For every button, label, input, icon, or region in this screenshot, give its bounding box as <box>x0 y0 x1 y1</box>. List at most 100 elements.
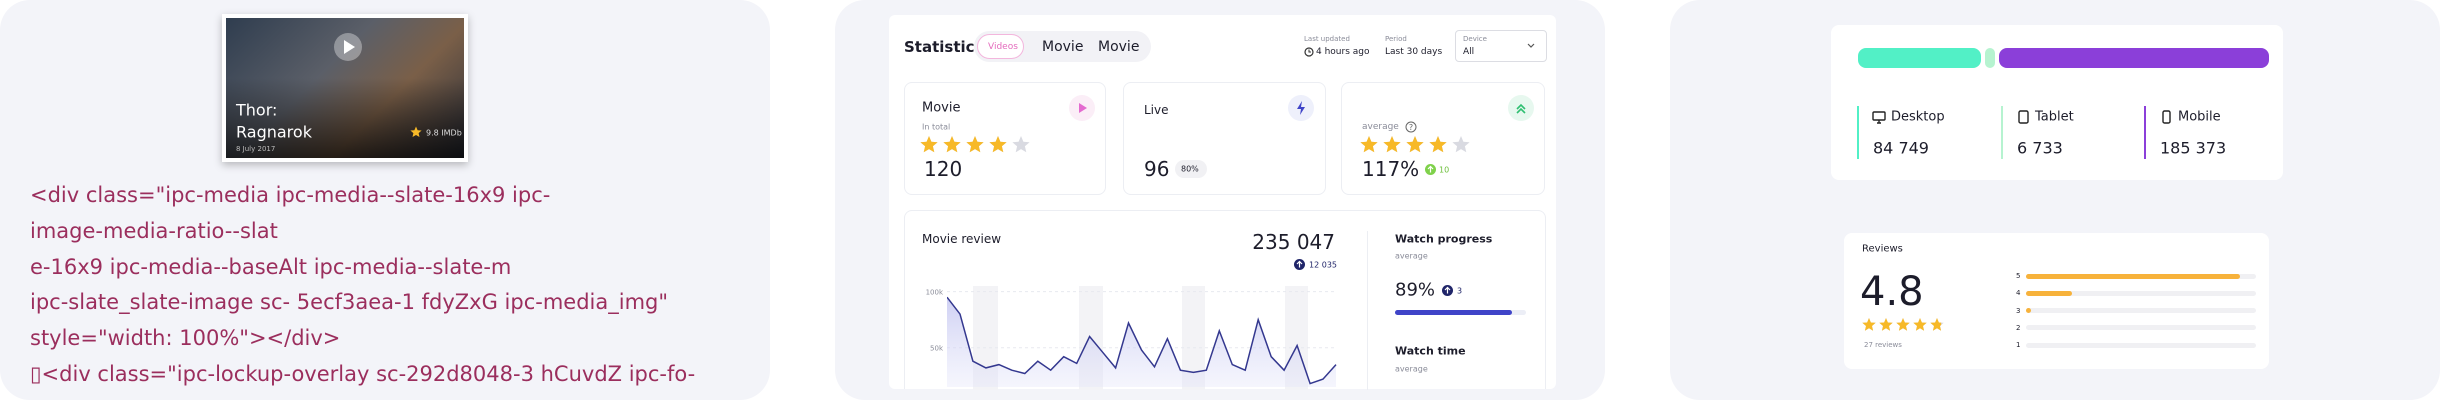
bar-track <box>2026 342 2256 348</box>
play-button[interactable] <box>333 32 363 62</box>
device-name: Desktop <box>1891 109 1945 125</box>
star-filled <box>920 136 938 153</box>
star-filled <box>989 136 1007 153</box>
device-value: 6 733 <box>2017 138 2063 158</box>
badge-text: 12 035 <box>1309 260 1337 270</box>
tab[interactable]: Movie <box>1042 39 1084 55</box>
star-label: 2 <box>2016 323 2021 332</box>
card-value: 96 <box>1144 157 1170 181</box>
star-filled <box>1879 318 1893 331</box>
card-title: average <box>1362 122 1399 132</box>
y-tick-label: 50k <box>930 345 944 353</box>
trend-icon <box>1508 95 1534 121</box>
legend-line <box>1857 106 1859 159</box>
star-filled <box>1913 318 1927 331</box>
star-label: 3 <box>2016 306 2021 315</box>
progress-track <box>1395 310 1526 315</box>
code-line: <div class="ipc-media ipc-media--slate-1… <box>30 183 551 207</box>
area <box>947 297 1336 387</box>
device-name: Tablet <box>2035 109 2074 125</box>
progress-value: 89% <box>1395 279 1436 301</box>
device-dropdown[interactable] <box>1455 30 1547 62</box>
device-name: Mobile <box>2178 109 2221 125</box>
star-filled <box>1896 318 1910 331</box>
card-title: Live <box>1144 103 1169 117</box>
tab[interactable]: Videos <box>988 42 1018 52</box>
device-icon <box>2162 110 2171 124</box>
stars <box>1360 136 1470 153</box>
star-empty <box>1452 136 1470 153</box>
change: 10 <box>1439 165 1450 175</box>
star-label: 1 <box>2016 341 2021 350</box>
up-icon <box>1442 285 1453 296</box>
chevron <box>1527 43 1535 48</box>
star-empty <box>1012 136 1030 153</box>
card-title: Movie <box>922 100 961 116</box>
code-line: image-media-ratio--slat <box>30 218 278 243</box>
card-value: 117% <box>1362 157 1420 181</box>
bar-segment <box>1999 48 2269 68</box>
progress-fill <box>1395 310 1512 315</box>
stars <box>1862 318 1944 331</box>
bolt-icon <box>1288 95 1314 121</box>
title: Ragnarok <box>236 122 312 142</box>
stat-card: Movie In total 120 <box>904 82 1106 195</box>
card-title: Watch time <box>1395 344 1466 358</box>
line <box>947 296 1337 385</box>
bar-track <box>2026 273 2256 279</box>
star-filled <box>1360 136 1378 153</box>
card-subtitle: In total <box>922 122 951 132</box>
legend-line <box>2001 106 2003 159</box>
title: Thor: <box>236 100 278 120</box>
review-card: Movie review 235 047 12 035 100k 50k Watc… <box>904 210 1546 390</box>
up-icon <box>1294 259 1305 270</box>
badge <box>1175 160 1207 178</box>
star-filled <box>1383 136 1401 153</box>
star-filled <box>1406 136 1424 153</box>
value: 4 hours ago <box>1316 47 1370 57</box>
overlay <box>226 78 464 158</box>
help-icon[interactable]: ? <box>1405 121 1417 133</box>
legend-line <box>2144 106 2146 159</box>
stars <box>920 136 1030 153</box>
rating-stars <box>1360 136 1470 153</box>
tab-active[interactable] <box>977 34 1024 59</box>
card-title: Movie review <box>922 232 1002 246</box>
code-line: ▯<div class="ipc-lockup-overlay sc-292d8… <box>30 362 696 386</box>
bar-fill <box>2026 308 2031 314</box>
y-tick-label: 100k <box>926 289 944 297</box>
card-title: Reviews <box>1862 243 1903 255</box>
star-label: 5 <box>2016 272 2021 280</box>
bar-fill <box>2026 290 2072 296</box>
bar-track <box>2026 308 2256 314</box>
tab[interactable]: Movie <box>1098 39 1140 55</box>
star-filled <box>943 136 961 153</box>
up-icon <box>1425 164 1436 175</box>
value: Last 30 days <box>1385 47 1443 57</box>
device-icon <box>2018 110 2029 124</box>
play-icon <box>1069 95 1095 121</box>
line-chart: 100k 50k <box>926 286 1337 390</box>
bar-segment <box>1985 48 1996 68</box>
band <box>1182 286 1205 390</box>
svg-text:?: ? <box>1409 123 1413 132</box>
badge-text: 80% <box>1181 164 1199 174</box>
media-card[interactable]: Thor: Ragnarok 8 July 2017 9.8 IMDb <box>222 14 468 162</box>
label: Device <box>1463 35 1487 43</box>
card-subtitle: average <box>1395 251 1428 261</box>
code-line: ipc-slate_slate-image sc- 5ecf3aea-1 fdy… <box>30 290 669 315</box>
code-line: style="width: 100%"></div> <box>30 326 341 351</box>
stat-card: Live 96 80% <box>1123 82 1326 195</box>
date: 8 July 2017 <box>236 145 276 153</box>
card-subtitle: average <box>1395 364 1428 374</box>
label: Period <box>1385 35 1407 43</box>
review-count: 27 reviews <box>1864 341 1902 349</box>
rating-stars <box>1862 318 1944 331</box>
rating-stars <box>920 136 1030 153</box>
star-icon <box>410 126 422 137</box>
total: 235 047 <box>1252 230 1335 254</box>
value: All <box>1463 47 1475 57</box>
star-filled <box>1930 318 1942 331</box>
score: 4.8 <box>1860 269 1924 315</box>
